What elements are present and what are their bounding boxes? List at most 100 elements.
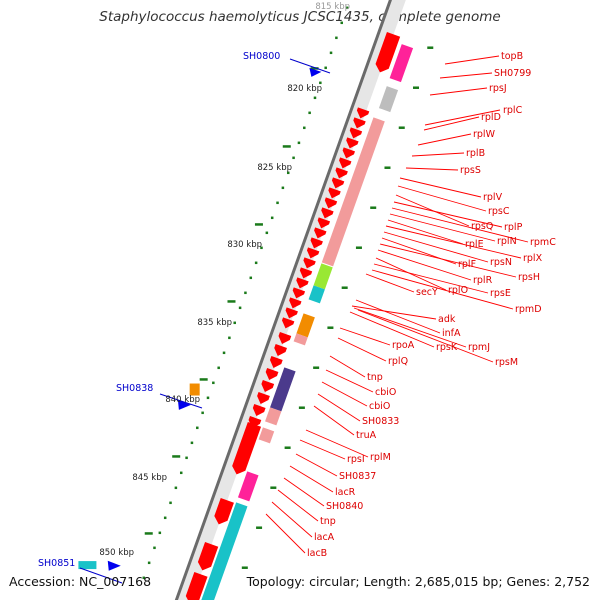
scale-dot (270, 216, 274, 220)
scale-label-845: 845 kbp (132, 473, 167, 483)
feature-gray (378, 86, 399, 113)
inner-leader (375, 257, 447, 291)
scale-dot (319, 81, 322, 85)
feature-pink (389, 44, 414, 83)
scale-dot (265, 231, 269, 235)
gene-label-rpmj: rpmJ (468, 342, 490, 353)
inner-leader (385, 225, 522, 259)
accession-label: Accession: NC_007168 (9, 574, 152, 589)
scale-dot (158, 531, 162, 535)
inner-leader (299, 439, 346, 460)
gene-label-rpse: rpsE (490, 288, 511, 299)
scale-dot (254, 261, 258, 265)
gene-label-rpsm: rpsM (495, 357, 518, 368)
inner-leader (411, 152, 465, 157)
scale-dot (201, 411, 204, 415)
scale-dot (206, 396, 210, 400)
inner-leader (391, 207, 529, 243)
scale-label-850: 850 kbp (99, 548, 134, 558)
scale-dot (276, 201, 279, 205)
feature-blue-arrow (107, 560, 121, 571)
scale-dot (329, 51, 333, 55)
inner-leader (389, 213, 496, 242)
inner-leader (365, 273, 415, 293)
inner-leader (357, 309, 494, 363)
gene-arrow-small (269, 356, 283, 369)
feature-salmon (293, 333, 308, 346)
scale-dot (313, 96, 317, 100)
gene-arrow-small (328, 187, 341, 199)
topology-summary: Topology: circular; Length: 2,685,015 bp… (246, 574, 590, 589)
scale-dot (142, 576, 146, 580)
gene-arrow-small (252, 404, 266, 417)
inner-leader (349, 311, 435, 348)
gene-label-sh0799: SH0799 (494, 68, 531, 79)
gene-arrow-small (339, 157, 352, 169)
gene-label-secy: secY (416, 287, 438, 298)
scale-dot (196, 426, 199, 430)
scale-dot (303, 126, 306, 130)
gene-arrow-small (274, 344, 287, 357)
gene-label-adk: adk (438, 314, 456, 325)
inner-tick (313, 366, 320, 369)
inner-leader (295, 453, 338, 477)
gene-arrow-small (310, 237, 323, 249)
gene-label-rpmc: rpmC (530, 237, 556, 248)
inner-leader (339, 327, 391, 346)
major-tick (282, 145, 291, 148)
gene-label-rpsj: rpsJ (489, 83, 507, 94)
inner-leader (325, 369, 374, 393)
scale-dot (335, 36, 338, 40)
inner-leader (329, 355, 366, 378)
backbone-line (174, 0, 393, 600)
gene-label-lacr: lacR (335, 487, 356, 498)
gene-label-rpsc: rpsC (488, 206, 510, 217)
inner-tick (398, 126, 405, 129)
inner-leader (444, 55, 500, 65)
scale-dot (169, 501, 172, 505)
gene-label-rplq: rplQ (388, 356, 408, 367)
feature-tracks (78, 32, 414, 600)
inner-tick (413, 86, 420, 89)
gene-label-rplo: rplO (448, 285, 468, 296)
gene-label-rpln: rplN (497, 236, 517, 247)
gene-arrow (232, 422, 262, 475)
scale-label-820: 820 kbp (287, 84, 322, 94)
gene-label-rplx: rplX (523, 253, 543, 264)
inner-tick (341, 286, 348, 289)
gene-arrow-small (346, 137, 359, 149)
major-tick (199, 378, 208, 381)
inner-leader (439, 72, 493, 79)
feature-cyan-outer (78, 561, 97, 570)
gene-arrow-small (331, 177, 345, 189)
gene-label-laca: lacA (314, 532, 335, 543)
inner-tick (427, 46, 434, 49)
scale-label-825: 825 kbp (257, 163, 292, 173)
feature-salmon-operon (321, 117, 385, 267)
scale-label-815: 815 kbp (315, 2, 350, 12)
gene-label-rpss: rpsS (460, 165, 481, 176)
inner-leader (373, 263, 489, 294)
scale-dot (190, 441, 194, 445)
inner-leader (305, 429, 369, 458)
gene-label-rpsh: rpsH (518, 272, 540, 283)
gene-label-rpmd: rpmD (515, 304, 542, 315)
gene-label-cbio-2: cbiO (369, 401, 390, 412)
inner-tick (298, 406, 305, 409)
gene-label-rplm: rplM (370, 452, 391, 463)
gene-label-rplp: rplP (504, 222, 523, 233)
scale-dot (297, 141, 301, 145)
scale-label-840: 840 kbp (165, 395, 200, 405)
major-tick (254, 223, 263, 226)
scale-dot (179, 471, 183, 475)
scale-dot (238, 306, 242, 310)
feature-purple (270, 367, 296, 412)
inner-leader (383, 231, 489, 263)
gene-arrow (185, 572, 208, 600)
scale-dot (185, 456, 188, 460)
feature-pink (237, 471, 259, 502)
inner-leader (393, 201, 503, 228)
outer-label-sh0838: SH0838 (116, 383, 153, 394)
inner-tick (256, 526, 263, 529)
feature-orange-outer (189, 383, 200, 396)
